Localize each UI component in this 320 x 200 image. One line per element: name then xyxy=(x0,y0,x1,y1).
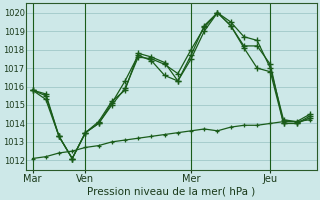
X-axis label: Pression niveau de la mer( hPa ): Pression niveau de la mer( hPa ) xyxy=(87,187,255,197)
